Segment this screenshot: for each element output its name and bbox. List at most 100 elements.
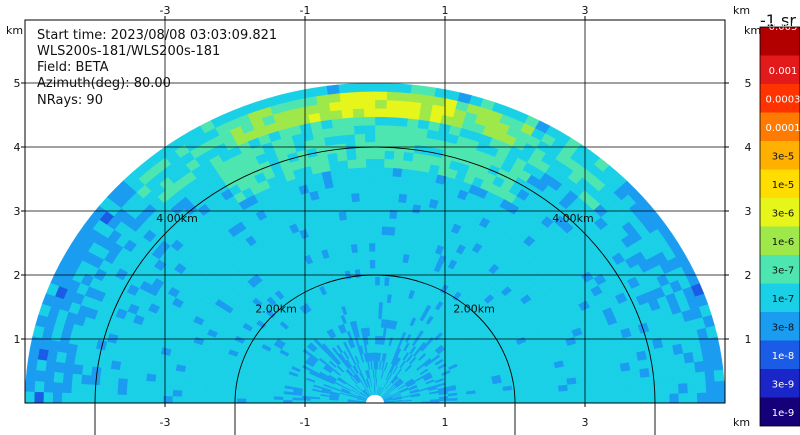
range-gate-cell — [62, 372, 73, 384]
range-gate-cell — [342, 117, 355, 127]
range-gate-cell — [136, 372, 148, 382]
range-gate-cell — [360, 217, 369, 227]
range-gate-cell — [117, 378, 128, 388]
range-gate-cell — [145, 373, 157, 383]
colorbar-cell — [760, 255, 800, 284]
range-gate-cell — [369, 259, 376, 269]
range-gate-cell — [637, 358, 649, 370]
range-gate-cell — [43, 381, 54, 393]
range-gate-cell — [367, 209, 376, 219]
range-gate-cell — [383, 167, 394, 177]
range-gate-cell — [374, 326, 379, 336]
range-gate-cell — [398, 185, 409, 195]
range-gate-cell — [377, 318, 382, 328]
colorbar-label: 3e-9 — [772, 379, 795, 390]
range-gate-cell — [684, 361, 696, 374]
range-gate-cell — [63, 362, 75, 375]
range-gate-cell — [604, 395, 615, 403]
range-gate-cell — [135, 387, 146, 396]
range-gate-cell — [333, 134, 346, 145]
range-gate-cell — [301, 87, 317, 99]
range-gate-cell — [351, 201, 361, 211]
range-gate-cell — [374, 175, 384, 185]
range-gate-cell — [549, 391, 560, 398]
y-tick-label-right: 4 — [745, 141, 752, 154]
colorbar-frame — [759, 26, 800, 427]
range-gate-cell — [371, 318, 376, 328]
instrument-text: WLS200s-181/WLS200s-181 — [37, 44, 220, 59]
range-gate-cell — [640, 376, 651, 387]
range-gate-cell — [119, 361, 131, 372]
range-gate-cell — [209, 381, 221, 389]
x-tick-label-top: 1 — [442, 4, 449, 17]
range-gate-cell — [340, 176, 351, 187]
range-gate-cell — [374, 343, 378, 353]
range-gate-cell — [363, 116, 376, 126]
range-gate-cell — [70, 393, 81, 403]
range-gate-cell — [98, 385, 109, 395]
range-gate-cell — [329, 169, 341, 180]
range-gate-cell — [109, 368, 120, 379]
colorbar-label: 1e-8 — [772, 351, 795, 362]
range-gate-cell — [393, 235, 401, 245]
range-gate-cell — [381, 217, 390, 227]
range-gate-cell — [345, 150, 357, 161]
range-gate-cell — [328, 101, 342, 112]
range-gate-cell — [354, 133, 366, 143]
colorbar-cell — [760, 84, 800, 113]
range-gate-cell — [391, 252, 399, 262]
range-gate-cell — [366, 183, 376, 193]
range-gate-cell — [380, 242, 388, 253]
range-gate-cell — [632, 385, 643, 396]
range-gate-cell — [374, 318, 379, 328]
range-gate-cell — [342, 125, 355, 136]
range-gate-cell — [89, 393, 100, 403]
range-gate-cell — [374, 99, 387, 109]
range-gate-cell — [485, 398, 495, 403]
range-gate-cell — [273, 396, 284, 401]
range-gate-cell — [411, 152, 424, 163]
info-box: Start time: 2023/08/08 03:03:09.821 WLS2… — [37, 28, 277, 108]
range-gate-cell — [374, 242, 382, 252]
range-gate-cell — [358, 183, 368, 194]
range-gate-cell — [191, 379, 202, 387]
range-gate-cell — [397, 100, 410, 111]
range-gate-cell — [396, 201, 407, 212]
range-gate-cell — [374, 150, 385, 160]
range-gate-cell — [350, 91, 364, 101]
range-gate-cell — [669, 393, 680, 403]
range-gate-cell — [144, 395, 155, 403]
range-gate-cell — [28, 347, 40, 360]
range-gate-cell — [25, 380, 36, 393]
range-gate-cell — [53, 371, 64, 384]
range-gate-cell — [622, 378, 633, 388]
range-gate-cell — [340, 100, 353, 111]
range-gate-cell — [342, 193, 353, 204]
range-gate-cell — [641, 385, 652, 395]
range-gate-cell — [359, 200, 368, 211]
range-gate-cell — [706, 391, 717, 403]
range-gate-cell — [686, 371, 697, 384]
range-gate-cell — [374, 141, 386, 151]
range-gate-cell — [631, 377, 642, 387]
range-gate-cell — [44, 360, 57, 373]
range-gate-cell — [687, 382, 698, 394]
range-gate-cell — [350, 82, 364, 93]
range-gate-cell — [326, 152, 339, 163]
colorbar-label: 3e-7 — [772, 265, 795, 276]
range-gate-cell — [377, 327, 382, 337]
range-gate-cell — [374, 82, 388, 92]
range-gate-cell — [406, 118, 419, 129]
range-gate-cell — [708, 336, 720, 350]
range-gate-cell — [337, 159, 349, 170]
x-tick-label-bottom: -1 — [300, 416, 311, 429]
range-gate-cell — [614, 394, 624, 403]
range-gate-cell — [126, 386, 137, 396]
range-gate-cell — [383, 285, 389, 295]
range-gate-cell — [352, 116, 365, 127]
range-gate-cell — [408, 177, 419, 188]
field-text: Field: BETA — [37, 60, 109, 75]
range-gate-cell — [585, 381, 596, 390]
range-gate-cell — [374, 259, 381, 269]
range-gate-cell — [577, 395, 588, 403]
